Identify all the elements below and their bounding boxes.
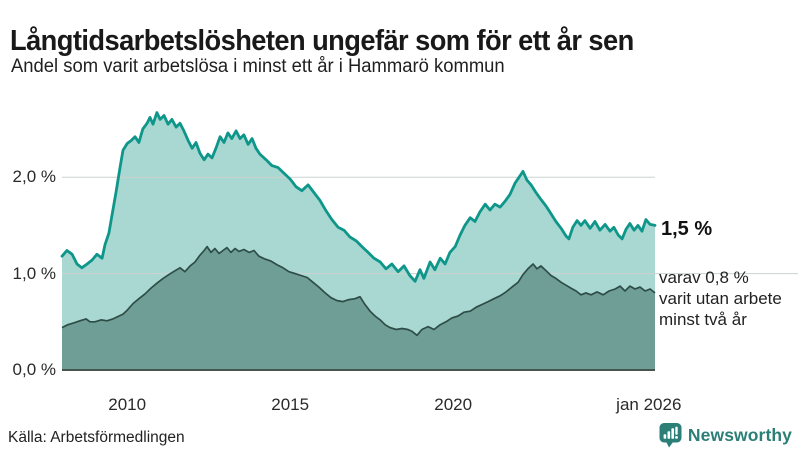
subset-annotation: varav 0,8 % varit utan arbete minst två … bbox=[659, 267, 782, 330]
subset-annotation-line: minst två år bbox=[659, 310, 747, 329]
newsworthy-brand-link[interactable]: Newsworthy bbox=[659, 421, 792, 449]
x-axis-tick-label: 2020 bbox=[434, 395, 473, 414]
page-title: Långtidsarbetslösheten ungefär som för e… bbox=[10, 25, 634, 58]
series-end-value-label: 1,5 % bbox=[661, 218, 713, 240]
newsworthy-logo-icon bbox=[659, 423, 682, 448]
x-axis-tick-label: 2010 bbox=[108, 395, 147, 414]
subset-line bbox=[61, 245, 656, 337]
subset-annotation-line: varit utan arbete bbox=[659, 289, 782, 308]
total-line bbox=[60, 111, 657, 283]
y-axis-tick-label: 1,0 % bbox=[12, 263, 56, 283]
x-axis-tick-label: 2015 bbox=[271, 395, 310, 414]
subset-annotation-line: varav 0,8 % bbox=[659, 268, 749, 287]
y-axis-tick-label: 2,0 % bbox=[12, 167, 56, 187]
x-axis-tick-label: jan 2026 bbox=[616, 395, 682, 414]
newsworthy-brand-name: Newsworthy bbox=[687, 424, 792, 445]
y-axis-tick-label: 0,0 % bbox=[12, 360, 56, 379]
subset-area bbox=[62, 246, 655, 370]
page-subtitle: Andel som varit arbetslösa i minst ett å… bbox=[11, 56, 505, 77]
source-attribution: Källa: Arbetsförmedlingen bbox=[8, 429, 185, 446]
